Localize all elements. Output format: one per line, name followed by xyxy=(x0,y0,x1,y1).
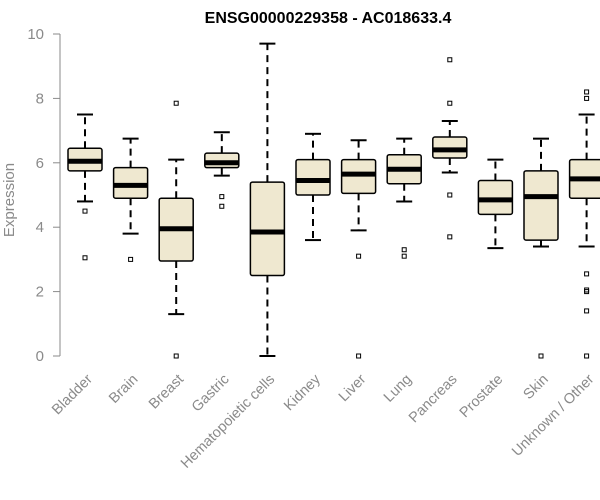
x-category-label: Skin xyxy=(521,372,552,403)
outlier-point xyxy=(219,203,225,209)
outlier-point xyxy=(584,89,590,95)
y-axis: 0 2 4 6 8 10 xyxy=(27,26,61,365)
outlier-point xyxy=(447,234,453,240)
x-category-label: Liver xyxy=(336,371,370,405)
iqr-box xyxy=(523,170,559,241)
box-skin xyxy=(523,137,559,359)
y-tick-label: 8 xyxy=(36,90,44,107)
box-prostate xyxy=(477,158,514,250)
outlier-point xyxy=(128,256,134,262)
x-category-label: Unknown / Other xyxy=(509,371,597,459)
y-tick-label: 6 xyxy=(36,155,44,172)
outlier-point xyxy=(447,100,453,106)
outlier-point xyxy=(447,57,453,63)
iqr-box xyxy=(295,158,331,196)
outlier-point xyxy=(401,247,407,253)
outlier-point xyxy=(584,308,590,314)
box-lung xyxy=(386,137,422,259)
outlier-point xyxy=(584,353,590,359)
outlier-point xyxy=(584,289,590,295)
x-category-label: Lung xyxy=(381,372,415,406)
y-tick-label: 10 xyxy=(27,26,44,43)
box-breast xyxy=(158,100,194,359)
box-brain xyxy=(112,137,149,262)
outlier-point xyxy=(584,95,590,101)
iqr-box xyxy=(249,181,286,277)
box-liver xyxy=(340,139,377,359)
outlier-point xyxy=(538,353,544,359)
outlier-point xyxy=(82,255,88,261)
box-unknown-other xyxy=(568,89,600,359)
y-tick-label: 4 xyxy=(36,219,44,236)
box-bladder xyxy=(67,113,103,261)
x-category-label: Breast xyxy=(146,372,187,413)
outlier-point xyxy=(447,192,453,198)
y-axis-label: Expression xyxy=(1,163,18,237)
x-category-label: Pancreas xyxy=(406,372,461,427)
x-category-label: Brain xyxy=(106,372,141,407)
y-tick-label: 0 xyxy=(36,348,44,365)
outlier-point xyxy=(356,253,362,259)
chart-title: ENSG00000229358 - AC018633.4 xyxy=(205,10,452,27)
outlier-point xyxy=(219,194,225,200)
x-category-label: Bladder xyxy=(49,371,96,418)
outlier-point xyxy=(584,271,590,277)
x-category-label: Kidney xyxy=(281,371,324,414)
box-pancreas xyxy=(432,57,468,240)
y-tick-label: 2 xyxy=(36,284,44,301)
box-series xyxy=(67,42,600,359)
box-hematopoietic-cells xyxy=(249,42,286,357)
x-category-label: Gastric xyxy=(189,372,233,416)
outlier-point xyxy=(356,353,362,359)
box-gastric xyxy=(204,131,240,209)
outlier-point xyxy=(82,208,88,214)
box-kidney xyxy=(295,132,331,242)
outlier-point xyxy=(401,253,407,259)
outlier-point xyxy=(173,353,179,359)
x-category-label: Prostate xyxy=(457,372,506,421)
outlier-point xyxy=(173,100,179,106)
